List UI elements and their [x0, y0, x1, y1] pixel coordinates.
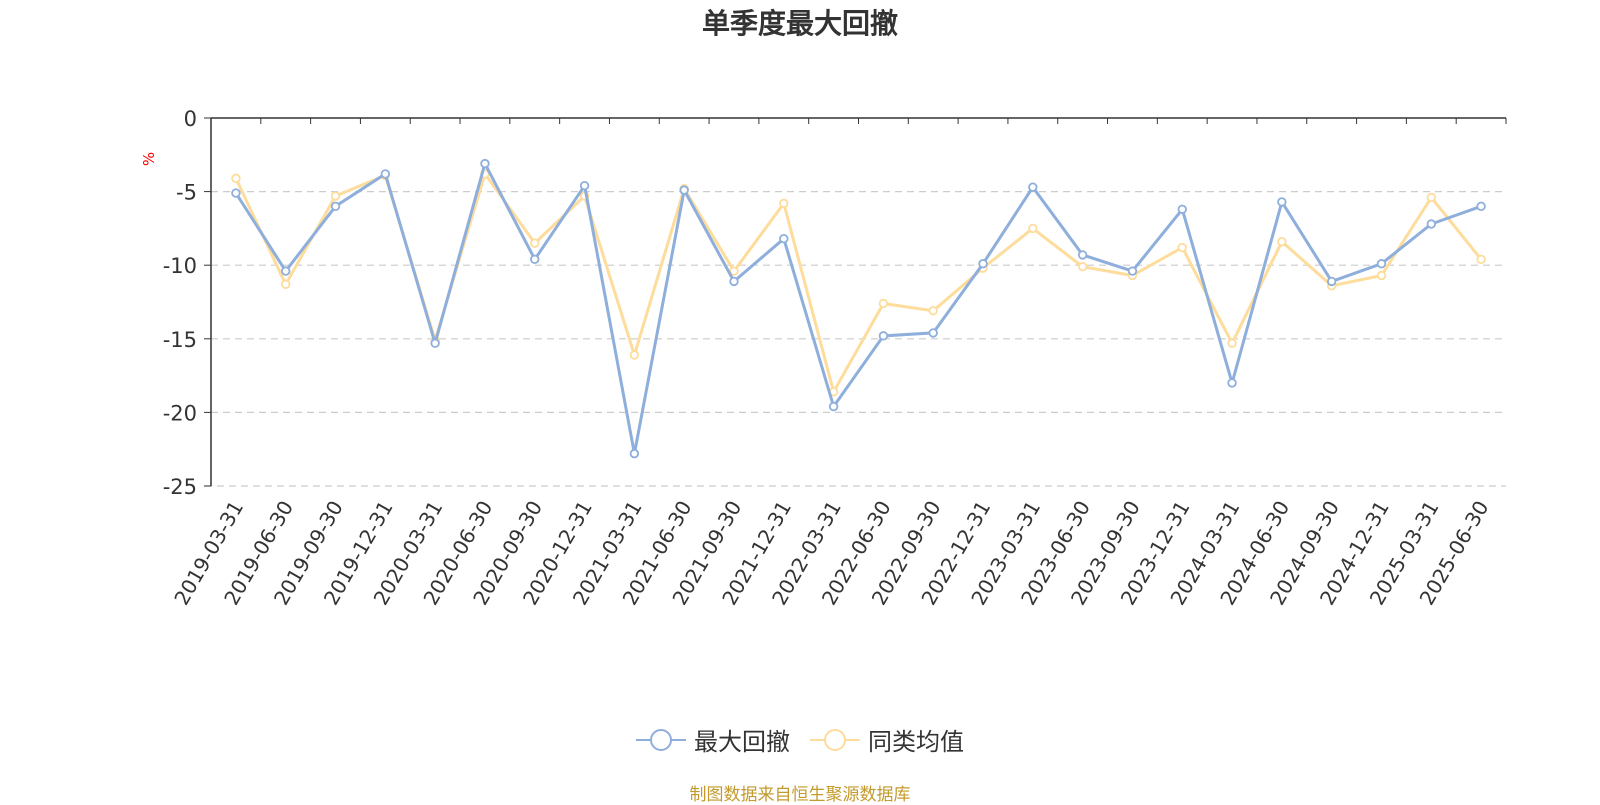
- data-point: [1476, 201, 1486, 212]
- data-point: [231, 188, 241, 198]
- data-point: [928, 328, 938, 338]
- data-point: [380, 169, 391, 179]
- data-point: [1127, 266, 1138, 276]
- data-point: [1476, 254, 1486, 265]
- series-line: [234, 172, 1483, 394]
- data-point: [1177, 204, 1187, 214]
- data-point: [281, 266, 291, 276]
- legend-item-series-1[interactable]: 最大回撤: [636, 722, 790, 757]
- data-point: [779, 198, 789, 209]
- data-point: [1376, 270, 1387, 281]
- y-tick-label: -20: [163, 401, 197, 425]
- y-tick-label: -10: [163, 254, 197, 278]
- data-point: [1227, 378, 1237, 388]
- data-point: [1426, 192, 1436, 203]
- data-point: [281, 279, 291, 290]
- data-point: [1028, 182, 1038, 192]
- series-layer: [231, 158, 1486, 459]
- data-point: [629, 350, 640, 360]
- data-point: [480, 158, 490, 169]
- legend-line-circle-icon: [810, 728, 860, 751]
- data-point: [579, 181, 590, 191]
- data-point: [330, 201, 341, 212]
- data-point: [828, 401, 839, 412]
- data-point: [330, 191, 341, 201]
- data-point: [231, 173, 241, 184]
- y-tick-label: 0: [184, 107, 197, 131]
- legend-item-series-2[interactable]: 同类均值: [810, 722, 964, 757]
- legend-label-series-2: 同类均值: [868, 728, 964, 756]
- data-point: [729, 266, 739, 276]
- legend: 最大回撤 同类均值: [0, 722, 1600, 757]
- data-point: [779, 234, 789, 244]
- data-point: [729, 276, 739, 287]
- data-point: [878, 298, 889, 309]
- data-point: [629, 448, 640, 459]
- y-tick-label: -25: [163, 475, 197, 499]
- data-point: [1077, 250, 1088, 260]
- data-point: [1077, 261, 1088, 272]
- axis-layer: % 0-5-10-15-20-252019-03-312019-06-30201…: [140, 107, 1507, 609]
- data-point: [1277, 236, 1287, 247]
- series-line: [234, 162, 1482, 456]
- data-point: [928, 306, 938, 316]
- data-point: [1277, 197, 1287, 207]
- source-note: 制图数据来自恒生聚源数据库: [689, 785, 911, 805]
- data-point: [679, 185, 689, 195]
- legend-label-series-1: 最大回撤: [694, 728, 790, 756]
- data-point: [878, 331, 889, 341]
- data-point: [530, 254, 540, 265]
- y-tick-label: -15: [163, 328, 197, 352]
- data-point: [978, 259, 988, 269]
- grid-layer: [205, 191, 1506, 487]
- legend-line-circle-icon: [636, 728, 686, 751]
- chart-title: 单季度最大回撤: [701, 7, 898, 40]
- data-point: [1376, 259, 1387, 269]
- y-axis-unit: %: [140, 152, 158, 166]
- data-point: [1028, 223, 1038, 234]
- data-point: [1177, 242, 1187, 253]
- data-point: [1227, 338, 1237, 348]
- data-point: [1326, 276, 1337, 287]
- data-point: [530, 238, 540, 248]
- data-point: [430, 338, 440, 348]
- y-tick-label: -5: [176, 181, 197, 205]
- data-point: [1426, 219, 1436, 229]
